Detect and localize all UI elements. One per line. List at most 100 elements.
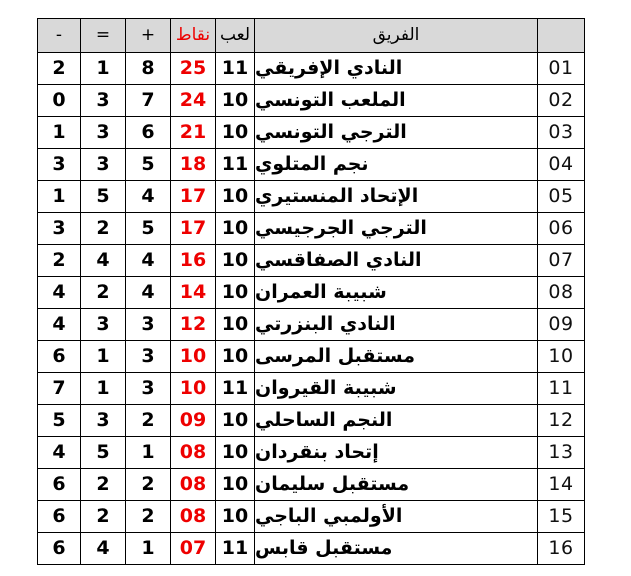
- cell-points: 25: [170, 52, 216, 85]
- table-row: 06 الترجي الجرجيسي 10 17 5 2 3: [37, 212, 585, 245]
- cell-draws: 2: [80, 468, 126, 501]
- cell-draws: 1: [80, 52, 126, 85]
- cell-draws: 1: [80, 372, 126, 405]
- cell-losses: 6: [37, 500, 81, 533]
- cell-wins: 3: [125, 340, 171, 373]
- cell-team: شبيبة العمران: [254, 276, 538, 309]
- cell-rank: 14: [537, 468, 585, 501]
- team-name-label: مستقبل قابس: [255, 537, 393, 559]
- team-name-label: الإتحاد المنستيري: [255, 185, 419, 207]
- team-name-label: الترجي التونسي: [255, 121, 407, 143]
- cell-points: 17: [170, 212, 216, 245]
- team-name-label: الترجي الجرجيسي: [255, 217, 427, 239]
- team-name-label: إتحاد بنقردان: [255, 441, 379, 463]
- cell-wins: 4: [125, 180, 171, 213]
- cell-points: 18: [170, 148, 216, 181]
- cell-played: 11: [215, 148, 255, 181]
- cell-points: 10: [170, 340, 216, 373]
- cell-points: 07: [170, 532, 216, 565]
- cell-rank: 09: [537, 308, 585, 341]
- cell-losses: 6: [37, 340, 81, 373]
- cell-rank: 10: [537, 340, 585, 373]
- cell-rank: 03: [537, 116, 585, 149]
- column-header-played: لعب: [215, 18, 255, 53]
- cell-draws: 2: [80, 276, 126, 309]
- table-body: 01 النادي الإفريقي 11 25 8 1 2 02 الملعب التونسي…: [37, 52, 585, 565]
- cell-team: مستقبل سليمان: [254, 468, 538, 501]
- cell-draws: 2: [80, 212, 126, 245]
- table-row: 13 إتحاد بنقردان 10 08 1 5 4: [37, 436, 585, 469]
- cell-rank: 16: [537, 532, 585, 565]
- cell-wins: 1: [125, 436, 171, 469]
- cell-draws: 1: [80, 340, 126, 373]
- cell-played: 10: [215, 212, 255, 245]
- cell-wins: 4: [125, 276, 171, 309]
- cell-points: 08: [170, 436, 216, 469]
- cell-team: مستقبل المرسى: [254, 340, 538, 373]
- cell-points: 24: [170, 84, 216, 117]
- cell-wins: 2: [125, 500, 171, 533]
- cell-draws: 3: [80, 404, 126, 437]
- cell-rank: 02: [537, 84, 585, 117]
- table-row: 05 الإتحاد المنستيري 10 17 4 5 1: [37, 180, 585, 213]
- cell-wins: 4: [125, 244, 171, 277]
- table-row: 11 شبيبة القيروان 11 10 3 1 7: [37, 372, 585, 405]
- cell-team: النادي الصفاقسي: [254, 244, 538, 277]
- cell-draws: 3: [80, 148, 126, 181]
- table-row: 12 النجم الساحلي 10 09 2 3 5: [37, 404, 585, 437]
- cell-played: 10: [215, 404, 255, 437]
- cell-losses: 3: [37, 148, 81, 181]
- cell-team: الإتحاد المنستيري: [254, 180, 538, 213]
- cell-team: إتحاد بنقردان: [254, 436, 538, 469]
- cell-wins: 1: [125, 532, 171, 565]
- team-name-label: نجم المتلوي: [255, 153, 369, 175]
- cell-points: 21: [170, 116, 216, 149]
- cell-played: 11: [215, 372, 255, 405]
- table-header: الفريق لعب نقاط + = -: [37, 18, 585, 53]
- cell-team: الأولمبي الباجي: [254, 500, 538, 533]
- table-row: 03 الترجي التونسي 10 21 6 3 1: [37, 116, 585, 149]
- cell-points: 17: [170, 180, 216, 213]
- cell-rank: 06: [537, 212, 585, 245]
- cell-wins: 7: [125, 84, 171, 117]
- cell-draws: 4: [80, 532, 126, 565]
- cell-played: 10: [215, 436, 255, 469]
- cell-draws: 4: [80, 244, 126, 277]
- cell-rank: 13: [537, 436, 585, 469]
- team-name-label: شبيبة العمران: [255, 281, 387, 303]
- cell-rank: 07: [537, 244, 585, 277]
- cell-losses: 4: [37, 276, 81, 309]
- standings-table-container: الفريق لعب نقاط + = - 01 النادي الإفريقي 1…: [37, 18, 585, 565]
- column-header-team: الفريق: [254, 18, 538, 53]
- cell-losses: 4: [37, 436, 81, 469]
- cell-wins: 2: [125, 468, 171, 501]
- cell-rank: 12: [537, 404, 585, 437]
- cell-wins: 6: [125, 116, 171, 149]
- team-name-label: مستقبل سليمان: [255, 473, 410, 495]
- team-name-label: مستقبل المرسى: [255, 345, 415, 367]
- cell-points: 12: [170, 308, 216, 341]
- table-row: 07 النادي الصفاقسي 10 16 4 4 2: [37, 244, 585, 277]
- cell-losses: 4: [37, 308, 81, 341]
- cell-losses: 3: [37, 212, 81, 245]
- cell-team: مستقبل قابس: [254, 532, 538, 565]
- team-name-label: النادي البنزرتي: [255, 313, 396, 335]
- cell-losses: 6: [37, 468, 81, 501]
- table-row: 01 النادي الإفريقي 11 25 8 1 2: [37, 52, 585, 85]
- table-row: 16 مستقبل قابس 11 07 1 4 6: [37, 532, 585, 565]
- cell-played: 10: [215, 276, 255, 309]
- cell-losses: 2: [37, 52, 81, 85]
- cell-played: 10: [215, 308, 255, 341]
- cell-draws: 5: [80, 180, 126, 213]
- column-header-points: نقاط: [170, 18, 216, 53]
- cell-points: 08: [170, 468, 216, 501]
- cell-played: 10: [215, 180, 255, 213]
- team-name-label: النادي الصفاقسي: [255, 249, 422, 271]
- table-row: 10 مستقبل المرسى 10 10 3 1 6: [37, 340, 585, 373]
- cell-team: شبيبة القيروان: [254, 372, 538, 405]
- cell-points: 16: [170, 244, 216, 277]
- cell-played: 11: [215, 52, 255, 85]
- cell-losses: 0: [37, 84, 81, 117]
- cell-losses: 6: [37, 532, 81, 565]
- cell-wins: 5: [125, 212, 171, 245]
